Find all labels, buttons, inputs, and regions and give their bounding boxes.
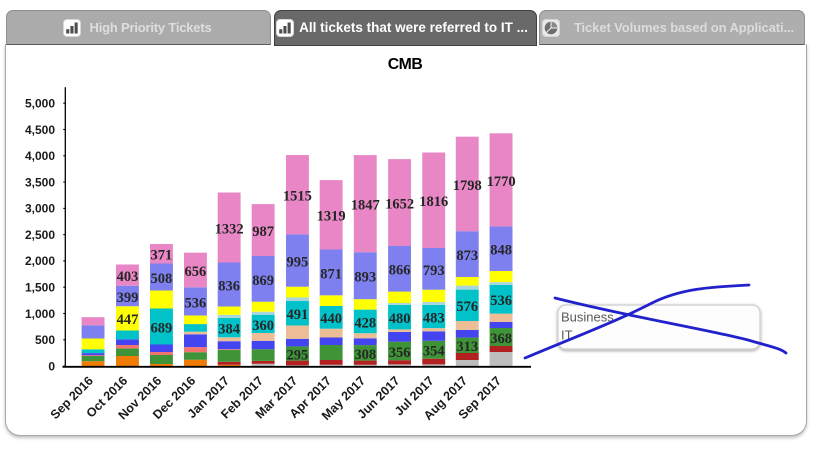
svg-text:1515: 1515 <box>283 189 312 205</box>
svg-text:440: 440 <box>320 311 342 327</box>
svg-text:866: 866 <box>389 263 411 279</box>
svg-text:5,000: 5,000 <box>25 97 55 111</box>
svg-text:987: 987 <box>252 224 274 240</box>
svg-text:656: 656 <box>185 264 207 280</box>
svg-text:371: 371 <box>151 248 173 264</box>
svg-text:483: 483 <box>423 310 445 326</box>
svg-text:368: 368 <box>490 331 512 347</box>
svg-text:2,000: 2,000 <box>25 254 55 268</box>
svg-text:Business: Business <box>561 310 614 325</box>
svg-text:995: 995 <box>287 254 309 270</box>
svg-text:500: 500 <box>35 333 55 347</box>
svg-text:536: 536 <box>185 295 207 311</box>
svg-text:295: 295 <box>287 347 309 363</box>
svg-text:1,500: 1,500 <box>25 281 55 295</box>
svg-text:1332: 1332 <box>215 221 244 237</box>
svg-text:356: 356 <box>389 345 411 361</box>
svg-text:1798: 1798 <box>453 178 482 194</box>
svg-text:1847: 1847 <box>351 198 380 214</box>
svg-text:403: 403 <box>117 269 139 285</box>
svg-text:0: 0 <box>48 359 55 373</box>
svg-text:3,000: 3,000 <box>25 202 55 216</box>
svg-text:1816: 1816 <box>419 194 448 210</box>
svg-text:1770: 1770 <box>487 174 516 190</box>
svg-text:508: 508 <box>151 271 173 287</box>
svg-text:4,500: 4,500 <box>25 123 55 137</box>
svg-text:447: 447 <box>117 312 139 328</box>
svg-text:836: 836 <box>218 278 240 294</box>
svg-text:1319: 1319 <box>317 209 346 225</box>
svg-text:IT: IT <box>561 328 573 343</box>
svg-text:576: 576 <box>456 299 478 315</box>
svg-text:793: 793 <box>423 263 445 279</box>
svg-text:1,000: 1,000 <box>25 307 55 321</box>
svg-text:1652: 1652 <box>385 197 414 213</box>
svg-text:893: 893 <box>354 270 376 286</box>
svg-text:480: 480 <box>389 311 411 327</box>
svg-text:384: 384 <box>218 322 240 338</box>
svg-text:354: 354 <box>423 344 445 360</box>
svg-text:3,500: 3,500 <box>25 175 55 189</box>
svg-text:308: 308 <box>354 347 376 363</box>
svg-text:848: 848 <box>490 243 512 259</box>
svg-text:869: 869 <box>252 273 274 289</box>
svg-text:2,500: 2,500 <box>25 228 55 242</box>
svg-text:4,000: 4,000 <box>25 149 55 163</box>
svg-text:689: 689 <box>151 320 173 336</box>
svg-text:313: 313 <box>456 339 478 355</box>
svg-text:871: 871 <box>320 266 342 282</box>
svg-text:399: 399 <box>117 290 139 306</box>
svg-text:CMB: CMB <box>388 56 423 73</box>
svg-text:428: 428 <box>354 315 376 331</box>
svg-text:360: 360 <box>252 318 274 334</box>
svg-text:491: 491 <box>287 307 309 323</box>
svg-text:536: 536 <box>490 293 512 309</box>
svg-text:873: 873 <box>456 248 478 264</box>
